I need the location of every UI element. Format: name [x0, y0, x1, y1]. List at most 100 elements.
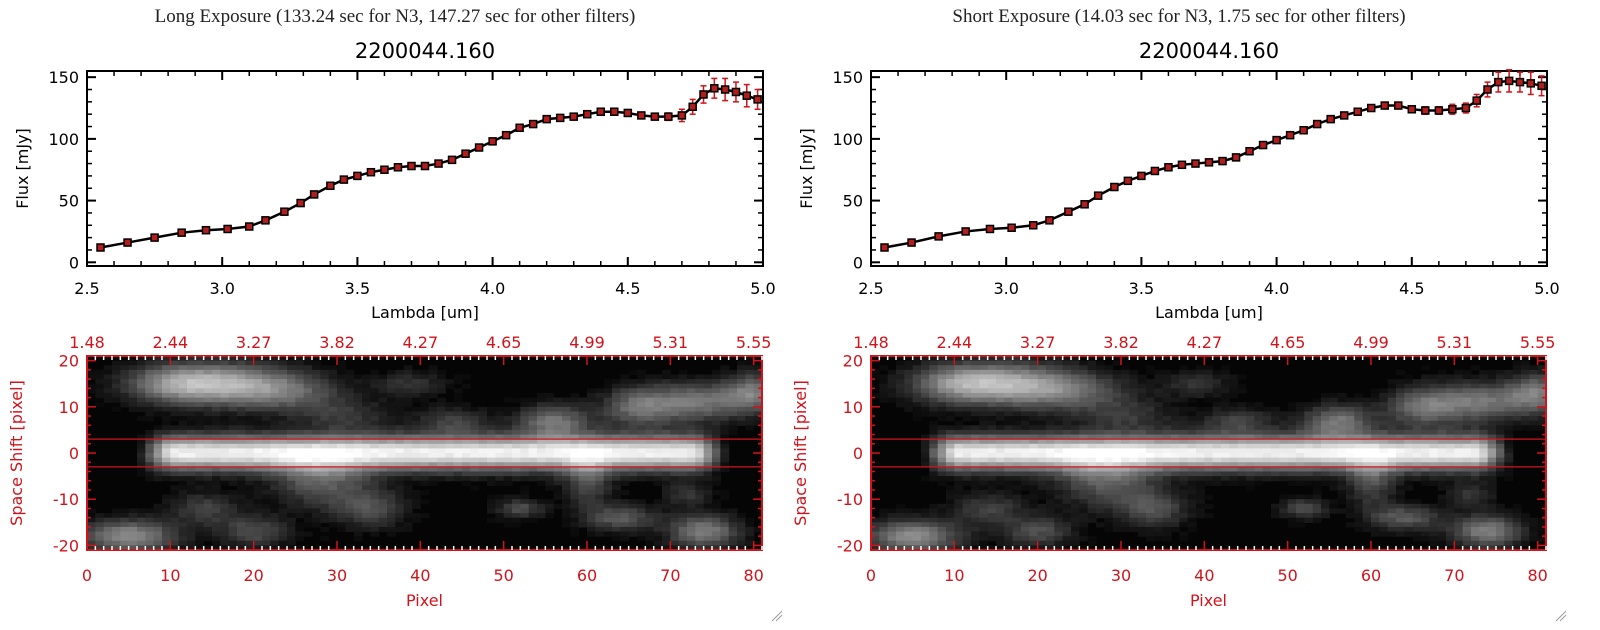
image-pixel: [303, 369, 313, 376]
image-pixel: [362, 476, 371, 482]
image-pixel: [1212, 397, 1222, 403]
image-pixel: [537, 411, 546, 417]
image-pixel: [628, 513, 638, 519]
image-pixel: [312, 503, 321, 510]
image-pixel: [420, 420, 430, 426]
image-pixel: [145, 457, 155, 463]
image-pixel: [687, 503, 696, 510]
image-pixel: [1121, 508, 1130, 514]
image-pixel: [445, 411, 455, 417]
wavelength-tick-label: 4.99: [569, 333, 605, 352]
image-pixel: [1096, 476, 1105, 482]
image-pixel: [1171, 388, 1180, 394]
image-pixel: [320, 434, 330, 440]
image-pixel: [187, 466, 196, 473]
image-pixel: [1071, 443, 1080, 449]
image-pixel: [678, 462, 688, 468]
image-pixel: [437, 388, 446, 394]
image-pixel: [420, 466, 430, 473]
image-pixel: [228, 383, 238, 389]
image-pixel: [603, 406, 613, 413]
image-pixel: [478, 434, 488, 440]
image-pixel: [1162, 374, 1172, 380]
image-pixel: [253, 545, 263, 551]
image-pixel: [904, 540, 914, 546]
image-pixel: [178, 365, 188, 371]
image-pixel: [428, 457, 438, 463]
resize-grip-icon[interactable]: [771, 610, 783, 622]
image-pixel: [1146, 508, 1155, 514]
image-pixel: [1112, 416, 1122, 422]
image-pixel: [1054, 508, 1064, 514]
image-pixel: [1154, 443, 1164, 449]
image-pixel: [1046, 536, 1055, 542]
image-pixel: [220, 457, 230, 463]
image-pixel: [1196, 476, 1205, 482]
image-pixel: [462, 425, 471, 431]
image-pixel: [1304, 402, 1314, 408]
image-pixel: [403, 397, 413, 403]
image-pixel: [1021, 369, 1030, 376]
image-pixel: [112, 369, 121, 376]
image-pixel: [695, 425, 705, 431]
image-pixel: [562, 494, 571, 500]
image-pixel: [437, 476, 446, 482]
image-pixel: [612, 526, 621, 533]
image-pixel: [1062, 466, 1072, 473]
image-pixel: [587, 448, 596, 454]
image-pixel: [1087, 448, 1097, 454]
image-pixel: [1337, 466, 1347, 473]
image-pixel: [270, 485, 280, 491]
image-pixel: [1096, 392, 1105, 399]
image-pixel: [203, 434, 213, 440]
image-pixel: [237, 379, 246, 385]
image-pixel: [312, 513, 321, 519]
image-pixel: [1229, 406, 1239, 413]
image-pixel: [628, 476, 638, 482]
image-pixel: [637, 531, 646, 537]
image-pixel: [637, 471, 646, 477]
data-point: [650, 112, 660, 121]
image-pixel: [637, 522, 646, 528]
image-pixel: [1054, 388, 1064, 394]
image-pixel: [1287, 462, 1297, 468]
image-pixel: [345, 402, 355, 408]
image-pixel: [1262, 457, 1272, 463]
image-pixel: [996, 499, 1005, 505]
image-pixel: [428, 471, 438, 477]
image-pixel: [645, 429, 655, 436]
image-pixel: [1146, 369, 1155, 376]
image-pixel: [929, 536, 939, 542]
image-pixel: [1112, 457, 1122, 463]
image-pixel: [578, 420, 588, 426]
image-pixel: [228, 360, 238, 366]
image-pixel: [1179, 517, 1189, 523]
x-tick-label: 2.5: [858, 279, 883, 298]
image-pixel: [120, 536, 130, 542]
image-pixel: [1037, 503, 1047, 510]
spectrum-title: 2200044.160: [1139, 39, 1279, 63]
image-pixel: [637, 466, 646, 473]
image-pixel: [1212, 443, 1222, 449]
image-pixel: [528, 517, 538, 523]
image-pixel: [420, 379, 430, 385]
image-pixel: [1221, 406, 1230, 413]
image-pixel: [1079, 383, 1089, 389]
image-pixel: [387, 429, 396, 436]
image-pixel: [1071, 356, 1080, 362]
image-pixel: [971, 513, 980, 519]
image-pixel: [712, 526, 721, 533]
image-pixel: [1287, 494, 1297, 500]
image-pixel: [478, 471, 488, 477]
image-pixel: [328, 457, 338, 463]
data-point: [339, 175, 349, 184]
image-pixel: [1037, 453, 1047, 459]
image-pixel: [353, 425, 363, 431]
image-pixel: [1037, 545, 1047, 551]
image-pixel: [1212, 388, 1222, 394]
image-pixel: [612, 499, 621, 505]
image-pixel: [946, 522, 955, 528]
image-pixel: [278, 411, 288, 417]
image-pixel: [303, 480, 313, 486]
image-pixel: [137, 508, 146, 514]
